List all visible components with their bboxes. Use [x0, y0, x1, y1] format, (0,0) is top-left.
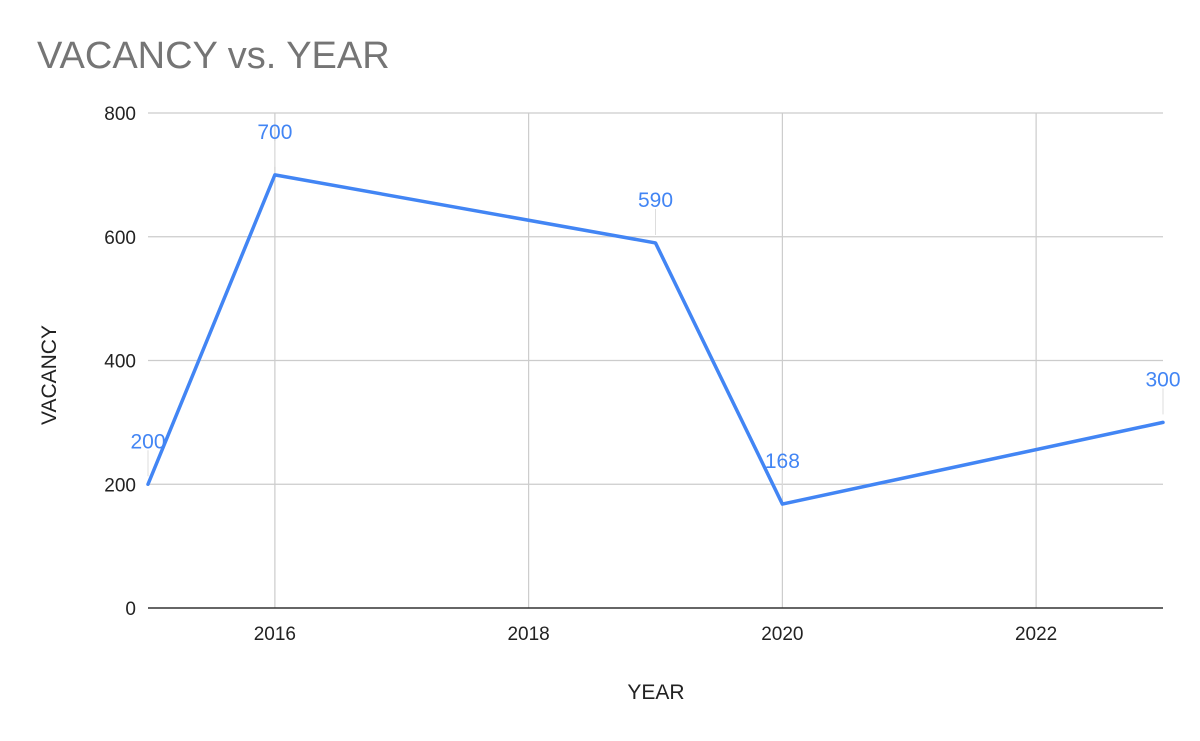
y-tick-label: 800 [104, 104, 136, 125]
x-tick-label: 2022 [1015, 624, 1057, 645]
data-label: 168 [765, 450, 800, 473]
data-label: 700 [257, 121, 292, 144]
x-tick-label: 2018 [507, 624, 549, 645]
series-line [146, 173, 1165, 506]
data-label: 300 [1145, 368, 1180, 391]
y-axis-label: VACANCY [38, 325, 61, 425]
data-labels: 200 700 590 168 300 [130, 121, 1181, 497]
x-tick-label: 2016 [254, 624, 296, 645]
x-axis-ticks: 2016 2018 2020 2022 [254, 624, 1058, 645]
grid-lines [148, 112, 1163, 608]
chart-title: VACANCY vs. YEAR [37, 35, 390, 77]
y-axis-ticks: 0 200 400 600 800 [104, 104, 136, 620]
y-tick-label: 600 [104, 228, 136, 249]
series-layer [146, 173, 1165, 506]
data-label: 200 [130, 430, 165, 453]
x-axis-label: YEAR [627, 681, 684, 704]
x-tick-label: 2020 [761, 624, 803, 645]
data-label: 590 [638, 189, 673, 212]
y-tick-label: 200 [104, 475, 136, 496]
y-tick-label: 400 [104, 352, 136, 373]
y-tick-label: 0 [125, 599, 136, 620]
